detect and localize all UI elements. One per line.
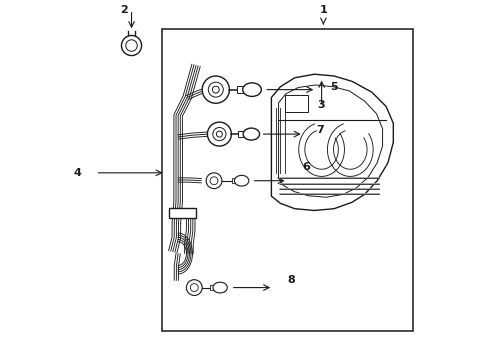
Bar xyxy=(238,131,244,137)
Circle shape xyxy=(206,173,222,189)
Circle shape xyxy=(208,82,223,97)
Circle shape xyxy=(210,177,218,185)
Bar xyxy=(169,208,196,218)
Bar xyxy=(237,86,244,93)
PathPatch shape xyxy=(271,74,392,211)
Circle shape xyxy=(186,280,202,296)
Text: 5: 5 xyxy=(330,82,338,92)
Text: 8: 8 xyxy=(287,275,295,285)
Circle shape xyxy=(207,122,231,146)
Circle shape xyxy=(212,127,225,141)
Circle shape xyxy=(216,131,222,137)
Text: 3: 3 xyxy=(317,100,325,110)
Text: 2: 2 xyxy=(120,5,128,15)
Bar xyxy=(210,285,216,290)
Text: 7: 7 xyxy=(316,125,324,135)
Ellipse shape xyxy=(234,175,248,186)
Circle shape xyxy=(125,40,137,51)
Ellipse shape xyxy=(242,83,261,96)
Circle shape xyxy=(202,76,229,103)
Bar xyxy=(231,178,237,183)
Circle shape xyxy=(121,36,142,55)
Ellipse shape xyxy=(212,282,227,293)
Text: 6: 6 xyxy=(301,162,309,172)
Ellipse shape xyxy=(243,128,259,140)
Circle shape xyxy=(190,284,198,292)
Text: 1: 1 xyxy=(319,5,326,15)
FancyBboxPatch shape xyxy=(285,95,308,112)
Text: 4: 4 xyxy=(74,168,81,178)
Circle shape xyxy=(212,86,219,93)
Bar xyxy=(162,30,412,330)
